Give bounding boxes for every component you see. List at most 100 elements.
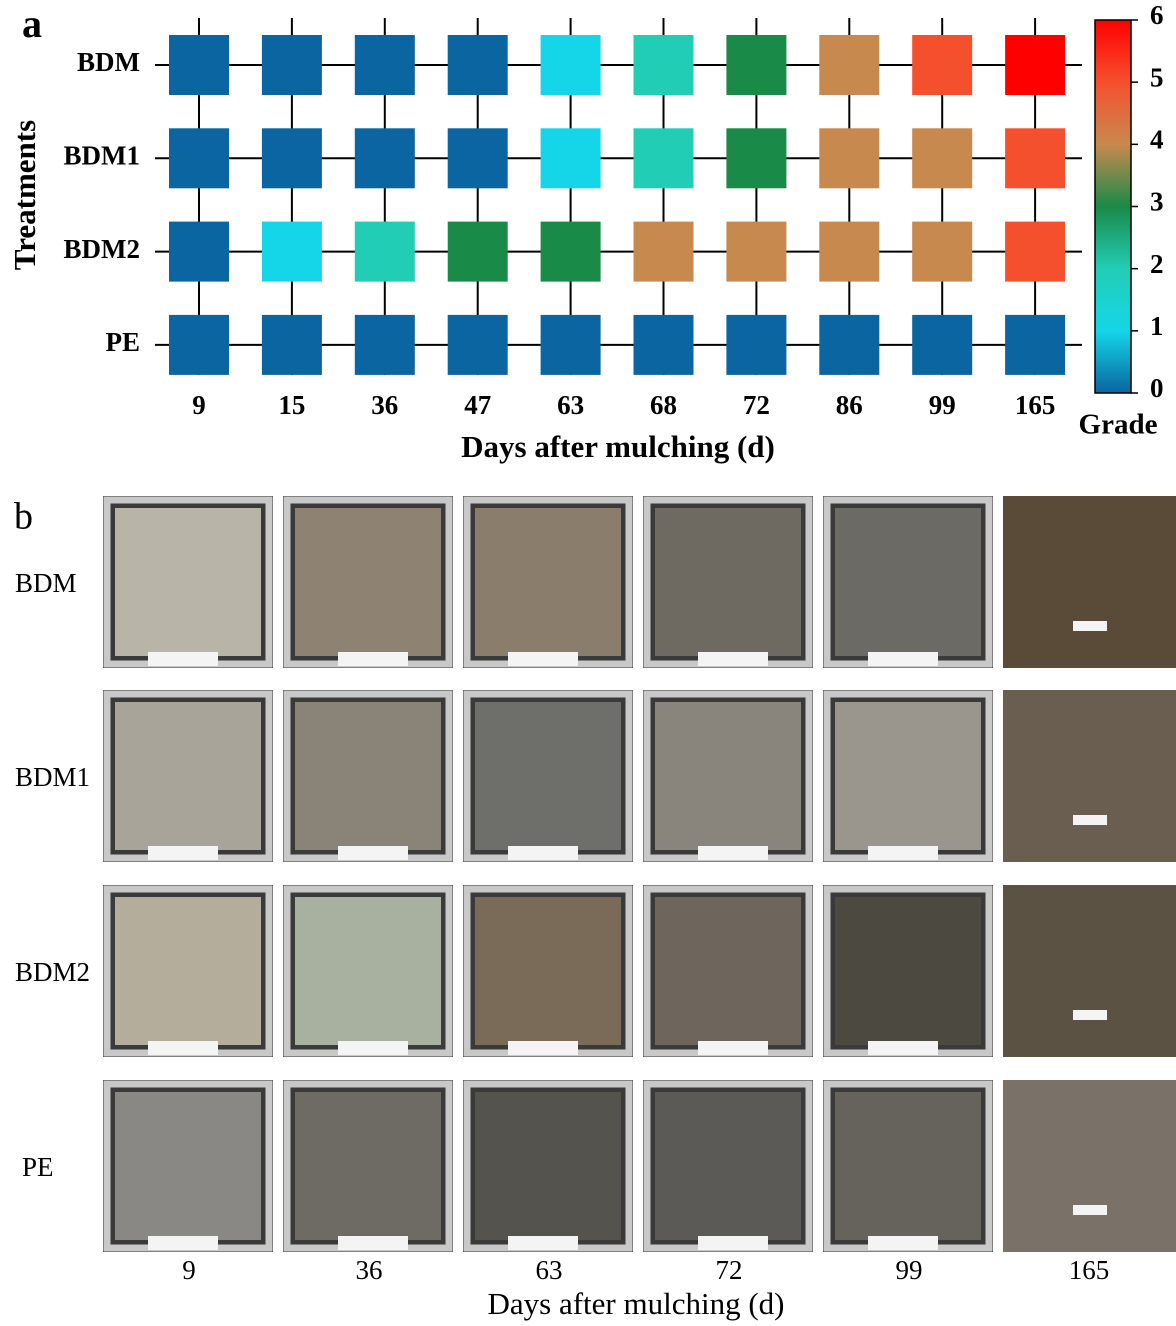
column-label: 9 — [182, 1255, 196, 1285]
cell — [541, 35, 601, 95]
cell — [355, 35, 415, 95]
x-axis-label: Days after mulching (d) — [461, 429, 775, 464]
colorbar-tick-label: 5 — [1150, 62, 1164, 92]
photo-tag — [698, 1236, 768, 1250]
panel-label: b — [14, 496, 33, 538]
photo — [655, 508, 801, 656]
cell — [726, 222, 786, 282]
photo-tag — [868, 652, 938, 666]
photo — [835, 508, 981, 656]
photo — [1003, 690, 1176, 862]
cell — [912, 35, 972, 95]
panel-label: a — [22, 1, 42, 46]
photo-tag — [1073, 815, 1107, 825]
cell — [819, 315, 879, 375]
photo-tag — [338, 846, 408, 860]
colorbar-tick-label: 1 — [1150, 311, 1164, 341]
x-tick-label: 15 — [278, 390, 305, 420]
x-tick-label: 68 — [650, 390, 677, 420]
colorbar-label: Grade — [1079, 409, 1158, 441]
cell — [634, 315, 694, 375]
photo-panel: b Days after mulching (d) BDMBDM1BDM2PE9… — [14, 496, 1176, 1321]
photo-tag — [868, 846, 938, 860]
column-label: 72 — [716, 1255, 743, 1285]
photo-tag — [868, 1041, 938, 1055]
y-tick-label: BDM1 — [64, 141, 141, 171]
cell — [448, 35, 508, 95]
photo — [475, 702, 621, 850]
photo — [115, 1092, 261, 1240]
colorbar-tick-label: 4 — [1150, 125, 1164, 155]
cell — [541, 315, 601, 375]
photo-tag — [698, 846, 768, 860]
row-label: BDM2 — [15, 957, 90, 987]
photo-tag — [148, 1041, 218, 1055]
photo — [835, 1092, 981, 1240]
cell — [262, 315, 322, 375]
column-label: 99 — [896, 1255, 923, 1285]
photo — [115, 897, 261, 1045]
cell — [448, 222, 508, 282]
heatmap-panel: a Days after mulching (d) Treatments Gra… — [7, 0, 1163, 464]
colorbar-tick-label: 6 — [1150, 0, 1164, 30]
photo — [1003, 1080, 1176, 1252]
cell — [634, 222, 694, 282]
y-tick-label: BDM — [77, 47, 140, 77]
photo — [295, 1092, 441, 1240]
cell — [448, 128, 508, 188]
cell — [262, 128, 322, 188]
cell — [726, 128, 786, 188]
photo-tag — [508, 846, 578, 860]
photo-tag — [338, 1041, 408, 1055]
photo — [475, 1092, 621, 1240]
cell — [448, 315, 508, 375]
cell — [169, 315, 229, 375]
x-tick-label: 99 — [929, 390, 956, 420]
cell — [912, 222, 972, 282]
cell — [726, 35, 786, 95]
cell — [169, 35, 229, 95]
cell — [262, 222, 322, 282]
cell — [355, 222, 415, 282]
colorbar-tick-label: 3 — [1150, 187, 1164, 217]
cell — [912, 128, 972, 188]
photo-tag — [508, 1041, 578, 1055]
colorbar — [1095, 20, 1131, 393]
photo — [655, 1092, 801, 1240]
photo-tag — [698, 652, 768, 666]
cell — [819, 222, 879, 282]
photo — [1003, 885, 1176, 1057]
photo — [475, 508, 621, 656]
photo — [115, 702, 261, 850]
photo — [1003, 496, 1176, 668]
cell — [169, 128, 229, 188]
cell — [819, 128, 879, 188]
cell — [912, 315, 972, 375]
photo — [835, 897, 981, 1045]
column-label: 36 — [356, 1255, 383, 1285]
x-tick-label: 47 — [464, 390, 491, 420]
photo-tag — [338, 1236, 408, 1250]
cell — [819, 35, 879, 95]
photo-tag — [508, 1236, 578, 1250]
photo — [835, 702, 981, 850]
photo-tag — [868, 1236, 938, 1250]
colorbar-tick-label: 2 — [1150, 249, 1164, 279]
photo-tag — [508, 652, 578, 666]
photo-tag — [338, 652, 408, 666]
colorbar-tick-label: 0 — [1150, 373, 1164, 403]
row-label: BDM1 — [15, 762, 90, 792]
cell — [634, 128, 694, 188]
cell — [262, 35, 322, 95]
photo-tag — [1073, 1010, 1107, 1020]
y-tick-label: PE — [105, 327, 140, 357]
photo — [475, 897, 621, 1045]
x-tick-label: 63 — [557, 390, 584, 420]
y-axis-label: Treatments — [7, 120, 42, 270]
cell — [726, 315, 786, 375]
x-tick-label: 36 — [371, 390, 398, 420]
row-label: BDM — [15, 568, 77, 598]
x-tick-label: 86 — [836, 390, 863, 420]
photo-tag — [1073, 1205, 1107, 1215]
photo — [295, 508, 441, 656]
